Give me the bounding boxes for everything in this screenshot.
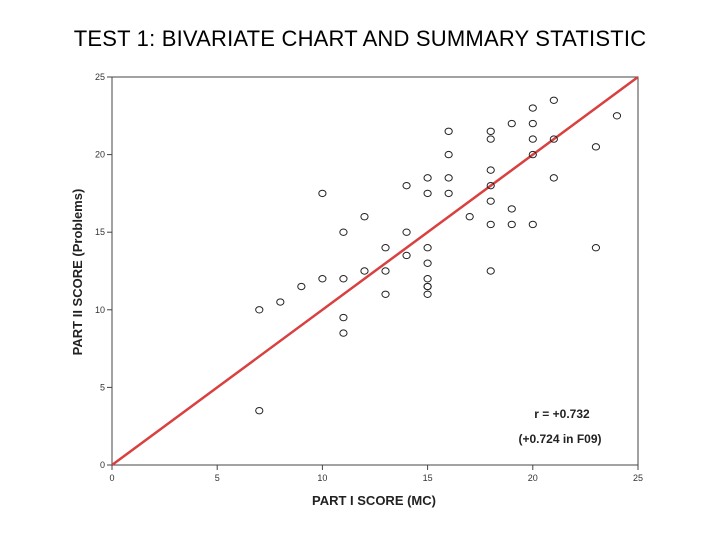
- data-point: [591, 143, 601, 151]
- y-tick-label: 15: [95, 227, 105, 237]
- x-axis: 0 5 10 15 20 25: [109, 465, 643, 483]
- data-point: [486, 197, 495, 205]
- data-point: [528, 119, 537, 128]
- data-point: [465, 212, 474, 221]
- data-point: [528, 135, 537, 143]
- data-point: [339, 228, 348, 236]
- comparison-annotation: (+0.724 in F09): [518, 432, 601, 446]
- y-tick-label: 10: [95, 305, 105, 315]
- data-point: [528, 220, 537, 229]
- data-point: [423, 259, 432, 267]
- x-tick-label: 10: [317, 473, 327, 483]
- data-point: [402, 251, 411, 260]
- data-point: [444, 189, 453, 198]
- data-point: [381, 267, 390, 275]
- data-point: [591, 244, 601, 252]
- data-point: [549, 174, 558, 182]
- data-point: [507, 119, 516, 128]
- data-point: [549, 135, 558, 143]
- data-point: [381, 244, 390, 252]
- data-point: [486, 127, 495, 136]
- data-point: [444, 127, 453, 136]
- data-point: [402, 228, 411, 236]
- plot-frame: [111, 76, 639, 466]
- data-point: [318, 189, 327, 198]
- data-point: [528, 104, 537, 112]
- y-tick-label: 20: [95, 150, 105, 160]
- data-point: [402, 181, 411, 190]
- correlation-annotation: r = +0.732: [534, 407, 590, 421]
- data-point: [339, 275, 348, 283]
- slide-title: TEST 1: BIVARIATE CHART AND SUMMARY STAT…: [73, 26, 647, 51]
- data-point: [360, 267, 369, 275]
- x-axis-label: PART I SCORE (MC): [312, 493, 436, 508]
- data-point: [507, 220, 516, 229]
- data-points: [255, 96, 622, 415]
- x-tick-label: 0: [109, 473, 114, 483]
- data-point: [255, 306, 264, 314]
- data-point: [423, 189, 432, 198]
- data-point: [423, 290, 432, 298]
- data-point: [444, 174, 453, 182]
- data-point: [423, 282, 432, 291]
- data-point: [297, 282, 306, 291]
- data-point: [486, 267, 495, 275]
- data-point: [507, 205, 516, 213]
- y-tick-label: 0: [100, 460, 105, 470]
- data-point: [423, 244, 432, 252]
- data-point: [255, 406, 264, 415]
- x-tick-label: 25: [633, 473, 643, 483]
- data-point: [339, 329, 348, 337]
- x-tick-label: 15: [423, 473, 433, 483]
- data-point: [423, 275, 432, 283]
- data-point: [318, 275, 327, 283]
- y-tick-label: 25: [95, 72, 105, 82]
- data-point: [486, 220, 495, 229]
- data-point: [486, 135, 495, 143]
- data-point: [486, 181, 495, 190]
- data-point: [549, 96, 558, 104]
- x-tick-label: 20: [528, 473, 538, 483]
- reference-line: [111, 75, 639, 467]
- x-tick-label: 5: [215, 473, 220, 483]
- data-point: [381, 290, 390, 298]
- y-axis: 0 5 10 15 20 25: [95, 72, 112, 470]
- data-point: [444, 150, 453, 159]
- data-point: [528, 150, 537, 159]
- y-tick-label: 5: [100, 382, 105, 392]
- data-point: [360, 212, 369, 221]
- data-point: [423, 174, 432, 182]
- data-point: [486, 166, 495, 174]
- data-point: [339, 313, 348, 322]
- y-axis-label: PART II SCORE (Problems): [70, 189, 85, 356]
- data-point: [276, 298, 285, 306]
- data-point: [612, 112, 622, 120]
